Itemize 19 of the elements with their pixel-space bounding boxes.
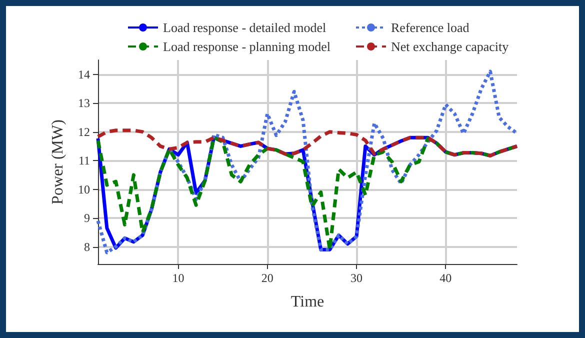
legend-label: Load response - detailed model xyxy=(163,20,327,35)
x-tick-label: 10 xyxy=(172,271,184,285)
y-tick-label: 8 xyxy=(84,240,90,254)
x-tick-label: 20 xyxy=(261,271,274,285)
legend-label: Net exchange capacity xyxy=(391,39,510,54)
line-series xyxy=(96,70,519,254)
x-tick-label: 40 xyxy=(440,271,452,285)
legend-label: Load response - planning model xyxy=(163,39,331,54)
legend-label: Reference load xyxy=(391,20,470,35)
y-axis-title: Power (MW) xyxy=(50,120,66,204)
y-tick-label: 14 xyxy=(78,67,90,82)
x-tick-label: 30 xyxy=(350,271,363,285)
y-tick-label: 11 xyxy=(78,154,90,168)
line-series xyxy=(96,128,519,158)
y-tick-label: 12 xyxy=(78,124,90,139)
x-axis-title: Time xyxy=(290,294,324,310)
y-tick-label: 10 xyxy=(78,182,90,196)
y-tick-label: 13 xyxy=(78,96,90,110)
y-tick-label: 9 xyxy=(84,211,90,226)
